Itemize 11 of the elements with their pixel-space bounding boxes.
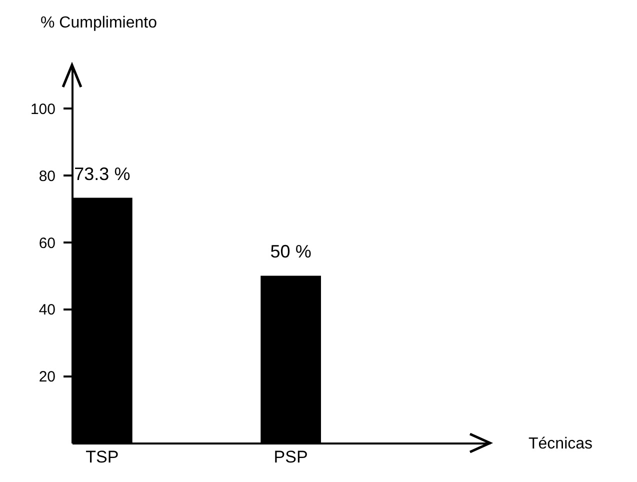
y-axis-title: % Cumplimiento (40, 14, 158, 32)
y-tick-label: 80 (38, 168, 56, 185)
y-tick-label: 20 (38, 368, 56, 386)
x-tick-label: TSP (86, 448, 119, 466)
y-tick-label: 100 (30, 100, 56, 118)
data-label: 50 % (270, 242, 312, 262)
y-tick-label: 60 (38, 234, 56, 252)
x-axis-title: Técnicas (528, 436, 593, 452)
data-label: 73.3 % (74, 164, 130, 184)
y-tick-label: 40 (38, 302, 56, 319)
x-tick-label: PSP (274, 448, 308, 466)
